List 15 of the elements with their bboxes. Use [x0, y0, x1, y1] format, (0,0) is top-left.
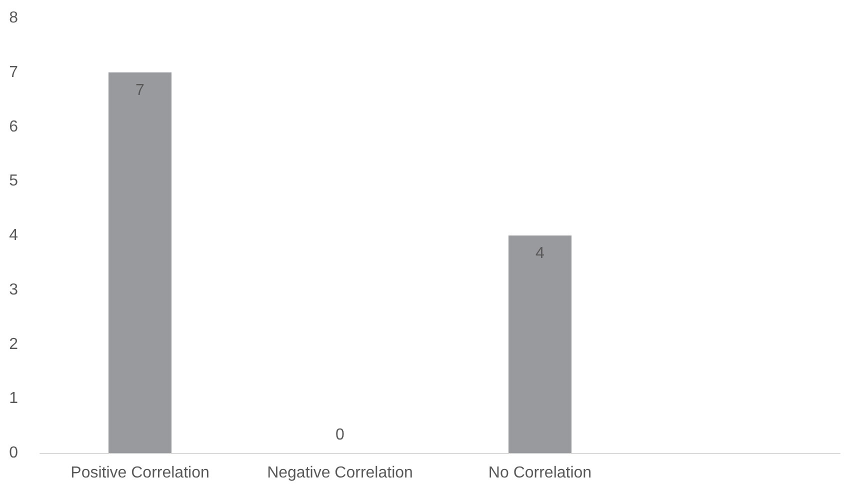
x-tick-label: No Correlation — [488, 464, 592, 482]
y-tick-label: 6 — [9, 118, 18, 136]
y-tick-label: 8 — [9, 10, 18, 26]
data-label: 7 — [136, 82, 145, 99]
data-label: 4 — [536, 245, 545, 262]
x-tick-label: Negative Correlation — [267, 464, 413, 482]
y-tick-label: 7 — [9, 64, 18, 81]
y-tick-label: 0 — [9, 444, 18, 462]
y-tick-label: 2 — [9, 336, 18, 353]
y-tick-label: 1 — [9, 390, 18, 408]
x-tick-label: Positive Correlation — [70, 464, 210, 482]
y-tick-label: 3 — [9, 281, 18, 298]
y-tick-label: 4 — [9, 227, 18, 244]
y-tick-label: 5 — [9, 172, 18, 190]
data-label: 0 — [336, 426, 345, 444]
